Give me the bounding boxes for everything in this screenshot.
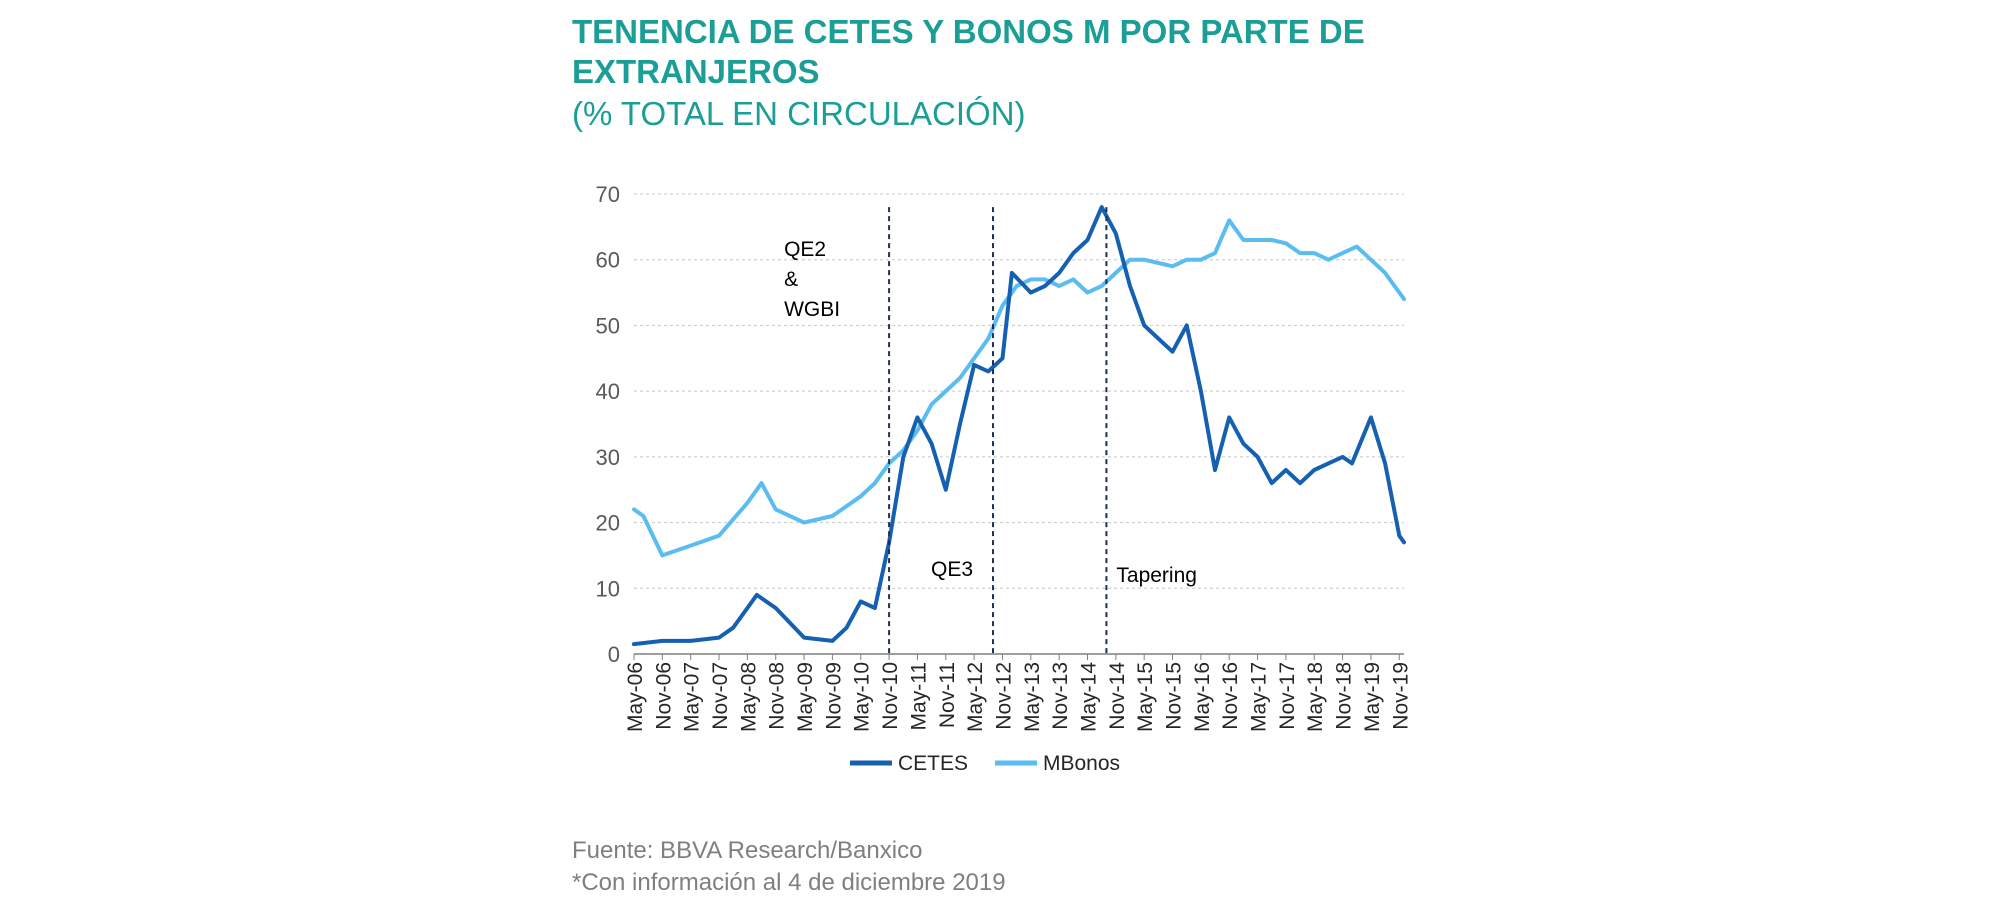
x-tick-label: Nov-17: [1276, 662, 1299, 730]
date-note: *Con información al 4 de diciembre 2019: [572, 869, 1006, 896]
y-tick-label: 30: [596, 445, 620, 470]
annotation-label: QE2: [784, 238, 826, 261]
annotation-label: QE3: [931, 558, 973, 581]
x-tick-label: Nov-09: [822, 662, 845, 730]
x-tick-label: May-07: [681, 662, 704, 732]
annotation-label: &: [784, 268, 798, 291]
y-tick-label: 0: [608, 642, 620, 667]
x-tick-label: Nov-06: [652, 662, 675, 730]
x-tick-label: Nov-14: [1106, 662, 1129, 730]
x-tick-label: May-12: [964, 662, 987, 732]
x-tick-label: May-10: [851, 662, 874, 732]
x-tick-label: May-11: [907, 662, 930, 730]
x-tick-label: May-16: [1191, 662, 1214, 732]
x-tick-label: Nov-18: [1333, 662, 1356, 730]
series-line-mbonos: [632, 218, 1406, 558]
x-tick-label: May-18: [1304, 662, 1327, 732]
source-note: Fuente: BBVA Research/Banxico: [572, 837, 923, 864]
x-tick-label: May-13: [1021, 662, 1044, 732]
chart-title: TENENCIA DE CETES Y BONOS M POR PARTE DE…: [572, 13, 1365, 90]
x-tick-label: Nov-10: [879, 662, 902, 730]
x-tick-label: Nov-08: [766, 662, 789, 730]
x-tick-label: May-14: [1077, 662, 1100, 732]
x-tick-label: Nov-12: [992, 662, 1015, 730]
x-tick-label: Nov-15: [1163, 662, 1186, 730]
x-tick-label: Nov-13: [1049, 662, 1072, 730]
x-tick-label: May-19: [1361, 662, 1384, 732]
x-tick-label: Nov-19: [1389, 662, 1412, 730]
y-tick-label: 40: [596, 379, 620, 404]
x-tick-label: May-15: [1134, 662, 1157, 732]
legend-label-cetes: CETES: [898, 752, 968, 775]
x-tick-label: Nov-07: [709, 662, 732, 730]
chart-subtitle: (% TOTAL EN CIRCULACIÓN): [572, 95, 1026, 132]
y-tick-label: 20: [596, 511, 620, 536]
legend-label-mbonos: MBonos: [1043, 752, 1120, 775]
x-tick-label: May-08: [737, 662, 760, 732]
x-tick-label: May-06: [624, 662, 647, 732]
x-tick-label: Nov-16: [1219, 662, 1242, 730]
annotation-label: Tapering: [1116, 564, 1197, 587]
x-tick-label: May-17: [1248, 662, 1271, 732]
series-line-cetes: [632, 205, 1406, 647]
y-tick-label: 10: [596, 576, 620, 601]
x-tick-label: Nov-11: [936, 662, 959, 728]
x-tick-label: May-09: [794, 662, 817, 732]
y-tick-label: 50: [596, 313, 620, 338]
y-tick-label: 60: [596, 248, 620, 273]
annotation-label: WGBI: [784, 298, 840, 321]
y-tick-label: 70: [596, 182, 620, 207]
